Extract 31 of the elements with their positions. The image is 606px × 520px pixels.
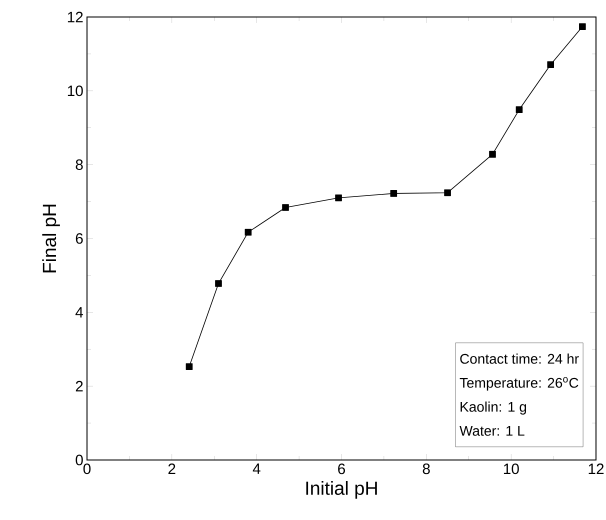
x-tick-label: 8	[422, 464, 430, 474]
annotation: Temperature: 26$^{o}$C	[460, 377, 578, 391]
y-tick-label: 6	[76, 233, 83, 244]
y-tick-label: 4	[75, 307, 84, 318]
y-tick-label: 2	[76, 380, 83, 392]
point	[244, 228, 252, 236]
point	[282, 204, 289, 211]
annotation: Water: 1 L	[460, 426, 524, 436]
x-tick-label: 4	[252, 464, 260, 474]
x-axis-title: Initial pH	[306, 481, 377, 499]
x-tick-label: 10	[504, 464, 519, 474]
point	[444, 189, 451, 196]
point	[215, 280, 222, 287]
point	[390, 190, 398, 197]
annotation: Contact time: 24 hr	[460, 354, 579, 364]
point	[516, 106, 523, 114]
x-tick-label: 2	[168, 464, 176, 474]
point	[186, 363, 193, 370]
y-tick-label: 8	[76, 159, 83, 170]
point	[489, 150, 496, 158]
point	[579, 23, 586, 30]
y-tick-label: 12	[68, 12, 83, 22]
y-axis-title: Final pH	[42, 204, 60, 272]
x-tick-label: 6	[338, 464, 346, 474]
y-tick-label: 0	[76, 454, 83, 466]
y-tick-label: 10	[68, 86, 83, 96]
annotation: Kaolin: 1 g	[460, 402, 526, 415]
x-tick-label: 12	[588, 464, 604, 474]
point	[335, 194, 342, 202]
x-tick-label: 0	[83, 464, 91, 474]
point	[547, 61, 554, 68]
